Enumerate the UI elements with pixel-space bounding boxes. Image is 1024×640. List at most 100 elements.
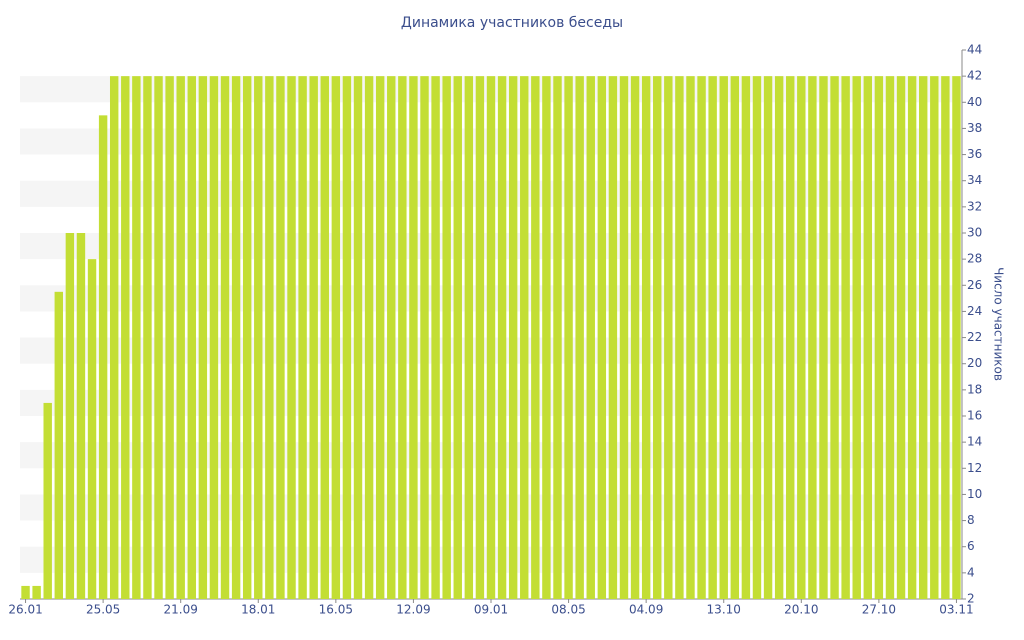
x-tick-label: 12.09 bbox=[396, 603, 430, 617]
bar bbox=[431, 76, 440, 599]
bar bbox=[597, 76, 607, 599]
bar bbox=[442, 76, 451, 599]
bar bbox=[154, 76, 163, 599]
y-tick-label: 14 bbox=[967, 435, 982, 449]
y-tick-label: 42 bbox=[967, 69, 982, 83]
y-tick-label: 32 bbox=[967, 199, 982, 213]
bar bbox=[874, 76, 884, 599]
bar bbox=[76, 233, 86, 599]
bar bbox=[641, 76, 651, 599]
bar bbox=[132, 76, 141, 599]
y-tick-label: 44 bbox=[967, 43, 982, 57]
y-tick-label: 38 bbox=[967, 121, 982, 135]
bar bbox=[919, 76, 928, 599]
bar bbox=[808, 76, 817, 599]
bar bbox=[32, 585, 41, 599]
bar bbox=[353, 76, 363, 599]
bar bbox=[586, 76, 595, 599]
bar bbox=[121, 76, 130, 599]
bar bbox=[309, 76, 318, 599]
y-tick-label: 2 bbox=[967, 592, 975, 606]
y-tick-label: 24 bbox=[967, 304, 982, 318]
bar bbox=[409, 76, 418, 599]
bar bbox=[675, 76, 684, 599]
bar bbox=[54, 291, 63, 599]
bar bbox=[453, 76, 462, 599]
bar bbox=[819, 76, 828, 599]
bar bbox=[364, 76, 374, 599]
bar bbox=[464, 76, 474, 599]
y-tick-label: 12 bbox=[967, 461, 982, 475]
bar bbox=[664, 76, 673, 599]
bar bbox=[342, 76, 352, 599]
x-tick-label: 09.01 bbox=[474, 603, 508, 617]
bar bbox=[608, 76, 618, 599]
x-tick-label: 16.05 bbox=[319, 603, 353, 617]
bar bbox=[398, 76, 407, 599]
bar bbox=[331, 76, 341, 599]
bar bbox=[531, 76, 540, 599]
bar bbox=[209, 76, 219, 599]
y-tick-label: 20 bbox=[967, 356, 982, 370]
bar bbox=[176, 76, 185, 599]
bar bbox=[508, 76, 518, 599]
y-tick-label: 6 bbox=[967, 539, 975, 553]
bar bbox=[298, 76, 307, 599]
bar bbox=[109, 76, 119, 599]
y-tick-label: 18 bbox=[967, 382, 982, 396]
x-tick-label: 18.01 bbox=[241, 603, 275, 617]
bar bbox=[763, 76, 773, 599]
y-tick-label: 22 bbox=[967, 330, 982, 344]
y-tick-label: 16 bbox=[967, 409, 982, 423]
bar bbox=[741, 76, 751, 599]
bar bbox=[475, 76, 485, 599]
bar bbox=[653, 76, 662, 599]
bar bbox=[87, 259, 97, 599]
bar bbox=[686, 76, 695, 599]
bar bbox=[930, 76, 939, 599]
x-tick-label: 26.01 bbox=[8, 603, 42, 617]
x-tick-label: 08.05 bbox=[551, 603, 585, 617]
x-tick-label: 21.09 bbox=[164, 603, 198, 617]
bar bbox=[276, 76, 285, 599]
bar bbox=[630, 76, 640, 599]
x-tick-label: 20.10 bbox=[784, 603, 818, 617]
bar bbox=[320, 76, 329, 599]
y-tick-label: 26 bbox=[967, 278, 982, 292]
bar bbox=[907, 76, 917, 599]
bar bbox=[719, 76, 728, 599]
bar bbox=[387, 76, 396, 599]
bar bbox=[254, 76, 263, 599]
bar bbox=[752, 76, 762, 599]
x-tick-label: 03.11 bbox=[939, 603, 973, 617]
bar bbox=[420, 76, 429, 599]
y-axis-label: Число участников bbox=[992, 267, 1006, 381]
bar bbox=[143, 76, 152, 599]
bar bbox=[941, 76, 950, 599]
y-tick-label: 28 bbox=[967, 252, 982, 266]
bar bbox=[708, 76, 717, 599]
bar bbox=[896, 76, 906, 599]
bar bbox=[265, 76, 274, 599]
x-tick-label: 27.10 bbox=[862, 603, 896, 617]
bar bbox=[287, 76, 296, 599]
bar bbox=[952, 76, 961, 599]
bar bbox=[575, 76, 584, 599]
bar bbox=[852, 76, 861, 599]
y-tick-label: 4 bbox=[967, 565, 975, 579]
bar bbox=[486, 76, 496, 599]
bar bbox=[774, 76, 784, 599]
bar bbox=[98, 115, 108, 599]
bar bbox=[21, 585, 30, 599]
y-tick-label: 8 bbox=[967, 513, 975, 527]
bar bbox=[65, 233, 75, 599]
bar bbox=[697, 76, 706, 599]
bar bbox=[375, 76, 385, 599]
bar bbox=[165, 76, 174, 599]
x-tick-label: 13.10 bbox=[707, 603, 741, 617]
chart-title: Динамика участников беседы bbox=[401, 15, 623, 31]
bar bbox=[841, 76, 850, 599]
bar bbox=[542, 76, 551, 599]
